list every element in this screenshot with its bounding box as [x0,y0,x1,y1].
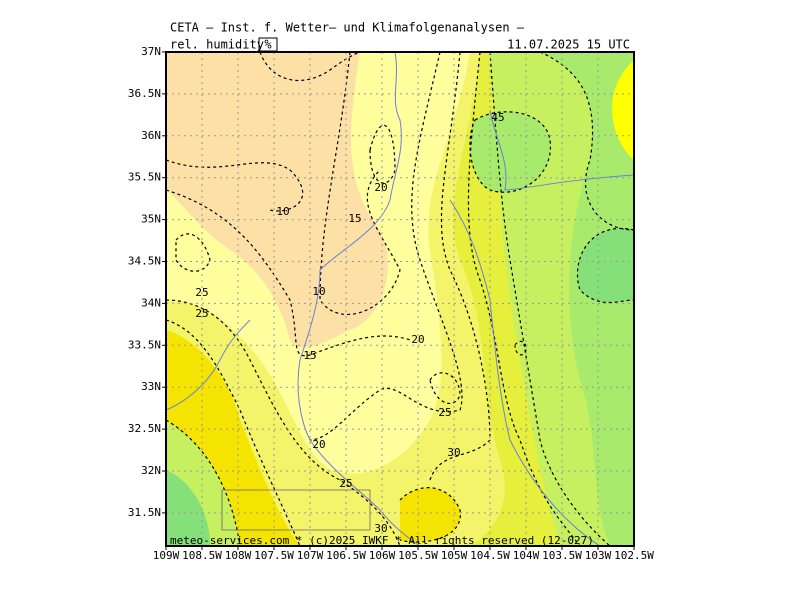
title: CETA — Inst. f. Wetter— und Klimafolgena… [170,21,525,35]
lon-label: 104W [513,549,540,562]
lat-label: 31.5N [128,506,161,519]
lon-label: 107.5W [254,549,294,562]
contours [166,52,634,546]
unit: % [264,38,272,52]
lat-label: 34N [141,296,161,309]
contour-label: 20 [312,438,325,451]
field-zone [612,60,634,160]
lon-label: 103W [585,549,612,562]
contour-label: 25 [438,406,451,419]
contour [429,52,491,481]
contour-label: 20 [374,181,387,194]
contour-label: 15 [348,212,361,225]
lat-label: 36N [141,129,161,142]
contour [319,52,401,316]
footer: meteo-services.com * (c)2025 IWKF * All … [170,534,594,547]
lon-label: 108W [225,549,252,562]
contour [259,52,361,81]
contour [309,52,463,441]
contour-label: 30 [447,446,460,459]
contour-label: 25 [339,477,352,490]
map-area: 45 20 10 15 25 25 10 15 20 25 30 20 25 30 meteo-servi… [166,52,634,547]
lon-label: 105W [441,549,468,562]
contour-label: 10 [312,285,325,298]
lat-label: 34.5N [128,255,161,268]
contour [576,227,634,304]
lat-label: 37N [141,45,161,58]
river [166,319,251,411]
lon-label: 107W [297,549,324,562]
lat-label: 33.5N [128,338,161,351]
contour [175,233,211,272]
field-zone [540,52,634,546]
lat-label: 32.5N [128,422,161,435]
field-zone [166,470,210,546]
contour-label: 10 [276,205,289,218]
lon-label: 102.5W [614,549,654,562]
contour [429,372,461,405]
contour-label: 25 [195,307,208,320]
contour [489,52,611,546]
contour [166,159,304,212]
lon-label: 105.5W [398,549,438,562]
contour-label: 20 [411,333,424,346]
contour [166,189,411,357]
lat-label: 36.5N [128,87,161,100]
contour-label: 30 [374,522,387,535]
lon-label: 106W [369,549,396,562]
contour-label: 25 [195,286,208,299]
field-zone [400,487,461,543]
lat-label: 33N [141,380,161,393]
contour [514,340,527,356]
field-zone [166,52,389,348]
grid [166,52,634,546]
contour-label: 15 [303,349,316,362]
date: 11.07.2025 15 UTC [507,38,630,52]
contour [539,52,634,231]
contour-label: 45 [491,111,504,124]
lon-label: 104.5W [470,549,510,562]
contour [469,111,552,193]
field-zone [577,228,634,303]
lon-label: 106.5W [326,549,366,562]
river [489,109,634,191]
lat-label: 32N [141,464,161,477]
contour [166,299,401,546]
lat-label: 35N [141,213,161,226]
river [449,199,601,546]
parameter: rel. humidity [170,38,264,52]
lat-label: 35.5N [128,171,161,184]
map-frame [165,51,635,547]
border [221,489,371,531]
contour-labels: 45 20 10 15 25 25 10 15 20 25 30 20 25 30 [195,111,504,535]
axes: 37N 36.5N 36N 35.5N 35N 34.5N 34N 33.5N 33N 32.5N… [128,45,654,562]
lon-label: 108.5W [182,549,222,562]
lon-label: 103.5W [542,549,582,562]
contour [467,52,581,546]
contour [166,419,241,546]
lon-label: 109W [153,549,180,562]
contour [399,487,461,543]
